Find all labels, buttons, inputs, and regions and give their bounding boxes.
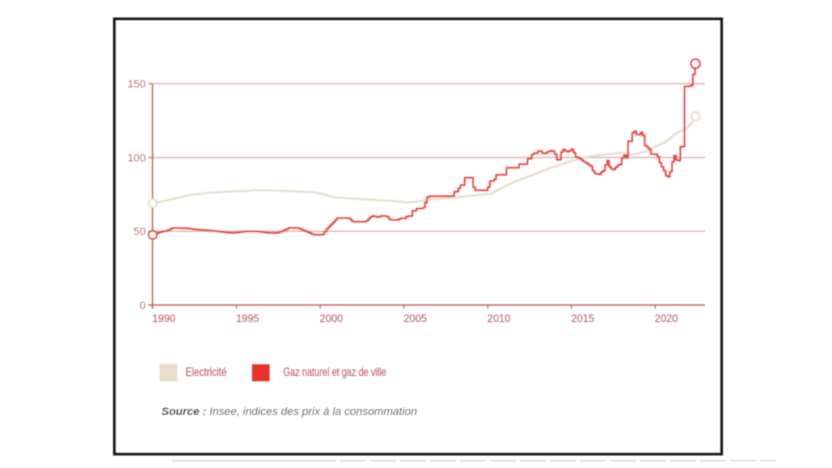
svg-text:50: 50	[134, 226, 146, 238]
svg-text:0: 0	[140, 300, 146, 312]
svg-text:150: 150	[127, 79, 145, 91]
svg-text:2010: 2010	[487, 313, 510, 325]
svg-text:Gaz naturel et gaz de ville: Gaz naturel et gaz de ville	[283, 365, 386, 379]
svg-text:2020: 2020	[655, 313, 678, 325]
svg-text:1995: 1995	[236, 313, 259, 325]
svg-text:Electricité: Electricité	[186, 365, 227, 379]
svg-text:2005: 2005	[404, 313, 427, 325]
svg-text:Source : Insee, indices des pr: Source : Insee, indices des prix à la co…	[162, 406, 418, 418]
svg-text:2000: 2000	[320, 313, 343, 325]
svg-text:2015: 2015	[571, 313, 594, 325]
svg-text:1990: 1990	[152, 313, 175, 325]
svg-text:100: 100	[127, 152, 145, 164]
